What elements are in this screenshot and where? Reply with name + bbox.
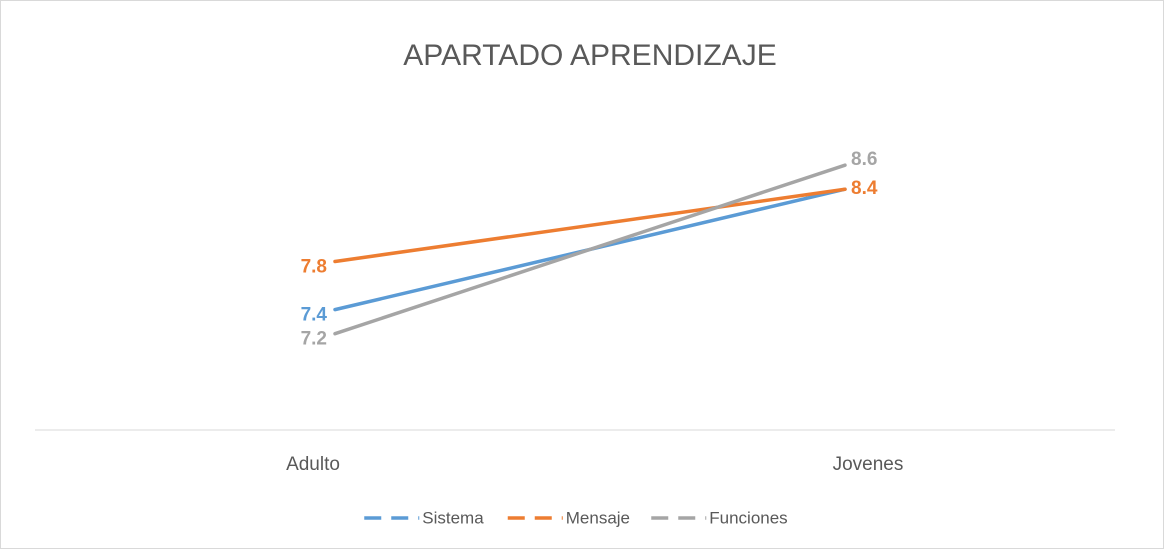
x-tick-label: Jovenes: [833, 454, 904, 475]
series-line: [333, 187, 847, 264]
legend-label: Mensaje: [566, 508, 630, 527]
data-label: 7.8: [301, 256, 327, 277]
data-label: 7.2: [301, 329, 327, 350]
chart-title: APARTADO APRENDIZAJE: [403, 39, 776, 72]
x-tick-label: Adulto: [286, 454, 340, 475]
legend-label: Funciones: [709, 508, 787, 527]
series-line: [333, 163, 847, 336]
data-label: 8.6: [851, 149, 877, 170]
data-label: 8.4: [851, 178, 878, 199]
legend-label: Sistema: [422, 508, 484, 527]
data-label: 7.4: [301, 305, 328, 326]
